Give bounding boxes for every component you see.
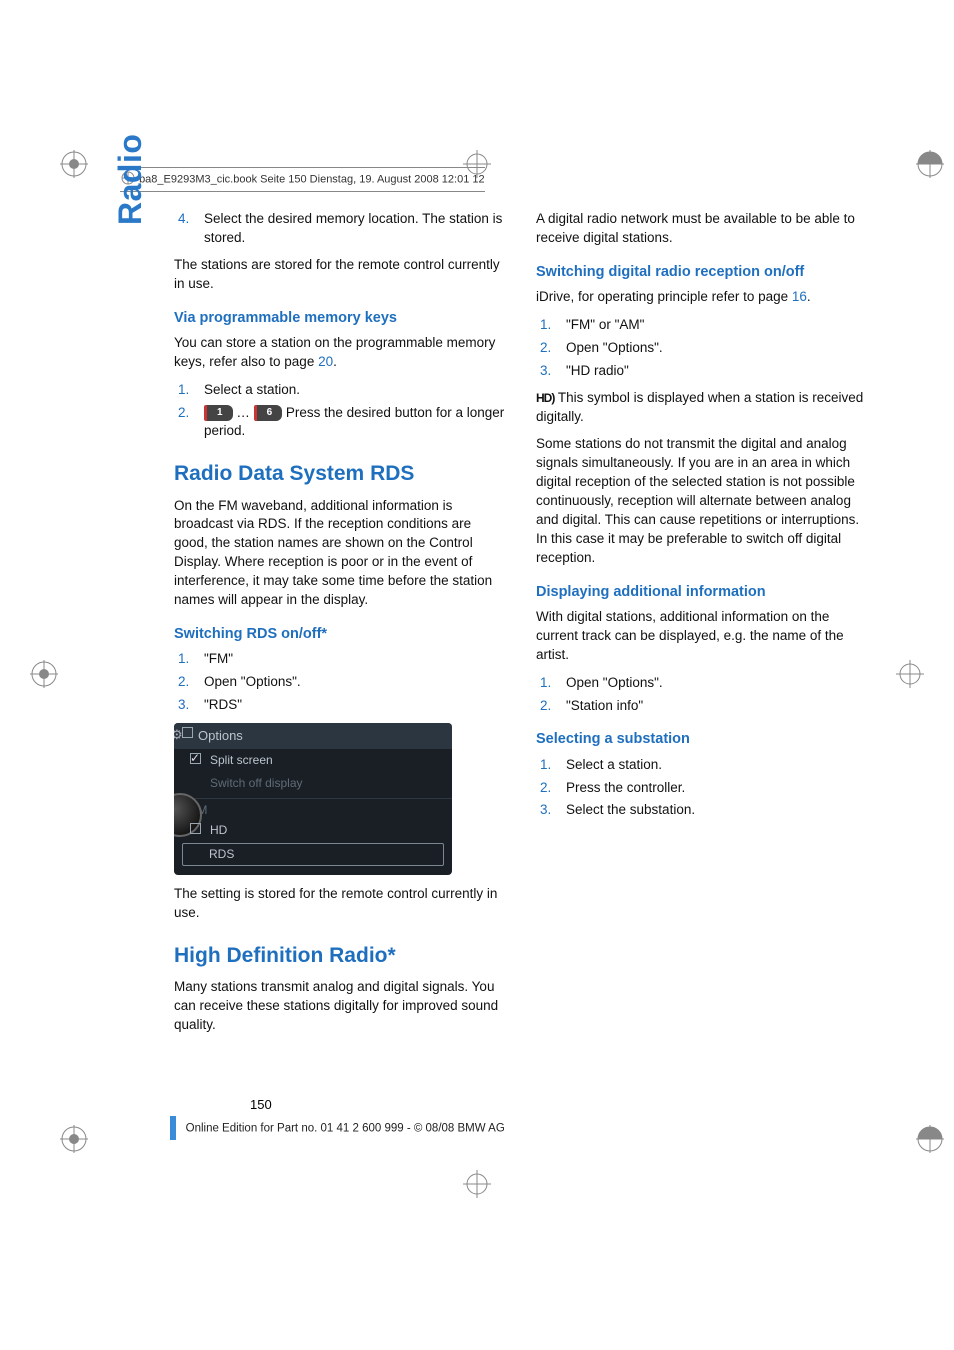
page-number: 150: [170, 1097, 272, 1112]
body-text: With digital stations, additional inform…: [536, 608, 870, 665]
subheading: Via programmable memory keys: [174, 308, 508, 328]
list-item: 1."FM": [174, 650, 508, 669]
subheading: Displaying additional information: [536, 582, 870, 602]
body-text: A digital radio network must be availabl…: [536, 210, 870, 248]
step-number: 4.: [178, 210, 194, 248]
key-button-1: 1: [204, 405, 233, 421]
list-item: 2."Station info": [536, 697, 870, 716]
crop-mark: [463, 1170, 491, 1198]
footer-bar-icon: [170, 1116, 176, 1140]
list-item: 2.Open "Options".: [174, 673, 508, 692]
crop-mark: [896, 660, 924, 688]
body-text: Many stations transmit analog and digita…: [174, 978, 508, 1035]
section-tab: Radio: [112, 134, 149, 225]
list-item: 4. Select the desired memory location. T…: [174, 210, 508, 248]
body-text: The setting is stored for the remote con…: [174, 885, 508, 923]
body-text: iDrive, for operating principle refer to…: [536, 288, 870, 307]
page-footer: 150 Online Edition for Part no. 01 41 2 …: [170, 1097, 870, 1140]
crop-mark: [916, 150, 944, 178]
body-text: The stations are stored for the remote c…: [174, 256, 508, 294]
crop-mark: [30, 660, 58, 688]
screenshot-row: Switch off display: [174, 772, 452, 795]
page-link[interactable]: 16: [792, 289, 807, 304]
left-column: 4. Select the desired memory location. T…: [174, 210, 508, 1043]
page-link[interactable]: 20: [318, 354, 333, 369]
step-text: Select the desired memory location. The …: [204, 210, 508, 248]
section-heading: High Definition Radio*: [174, 943, 508, 968]
subheading: Switching RDS on/off*: [174, 624, 508, 644]
screenshot-selected-row: RDS: [182, 843, 444, 866]
right-column: A digital radio network must be availabl…: [536, 210, 870, 1043]
screenshot-row: Split screen: [174, 749, 452, 772]
book-header-text: ba8_E9293M3_cic.book Seite 150 Dienstag,…: [139, 173, 485, 185]
screenshot-footer: Radio: [174, 869, 452, 875]
list-item: 2. 1 … 6 Press the desired button for a …: [174, 404, 508, 442]
body-text: You can store a station on the programma…: [174, 334, 508, 372]
checkbox-icon: [182, 727, 193, 738]
body-text: On the FM waveband, additional informati…: [174, 497, 508, 610]
step-text: Select a station.: [204, 381, 300, 400]
hd-radio-icon: HD): [536, 390, 554, 407]
section-heading: Radio Data System RDS: [174, 461, 508, 486]
body-text: Some stations do not transmit the digita…: [536, 435, 870, 567]
list-item: 2.Press the controller.: [536, 779, 870, 798]
list-item: 3.Select the substation.: [536, 801, 870, 820]
checkbox-icon: [190, 823, 201, 834]
list-item: 1. Select a station.: [174, 381, 508, 400]
step-number: 1.: [178, 381, 194, 400]
step-number: 2.: [178, 404, 194, 442]
idrive-screenshot: ⚙ Options Split screen Switch off displa…: [174, 723, 452, 875]
crop-mark: [916, 1125, 944, 1153]
screenshot-group: FM: [174, 798, 452, 820]
list-item: 3."HD radio": [536, 362, 870, 381]
list-item: 2.Open "Options".: [536, 339, 870, 358]
subheading: Switching digital radio reception on/off: [536, 262, 870, 282]
list-item: 3."RDS": [174, 696, 508, 715]
crop-mark: [60, 150, 88, 178]
key-button-6: 6: [254, 405, 283, 421]
book-header: ba8_E9293M3_cic.book Seite 150 Dienstag,…: [120, 167, 485, 192]
list-item: 1.Select a station.: [536, 756, 870, 775]
body-text: HD) This symbol is displayed when a stat…: [536, 389, 870, 427]
step-text: 1 … 6 Press the desired button for a lon…: [204, 404, 508, 442]
crop-mark: [60, 1125, 88, 1153]
screenshot-row: HD: [174, 819, 452, 842]
subheading: Selecting a substation: [536, 729, 870, 749]
checkbox-icon: [190, 753, 201, 764]
screenshot-title: ⚙ Options: [174, 723, 452, 749]
copyright-text: Online Edition for Part no. 01 41 2 600 …: [186, 1122, 505, 1134]
list-item: 1."FM" or "AM": [536, 316, 870, 335]
list-item: 1.Open "Options".: [536, 674, 870, 693]
